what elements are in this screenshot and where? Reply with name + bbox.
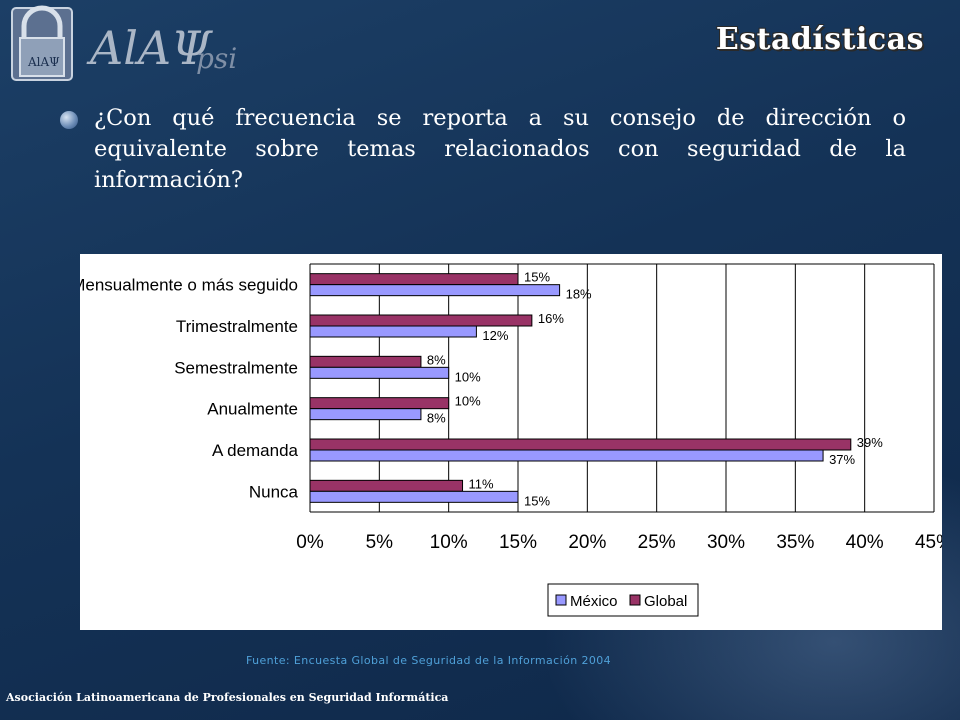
- data-label: 8%: [427, 411, 446, 426]
- bar-mexico: [309, 408, 422, 421]
- bar-mexico: [309, 366, 450, 379]
- legend-box: [547, 583, 699, 617]
- bar-mexico: [309, 284, 561, 297]
- data-label: 15%: [524, 270, 550, 285]
- x-tick-label: 0%: [296, 532, 324, 553]
- bar-mexico: [309, 490, 519, 503]
- category-label: Trimestralmente: [176, 317, 298, 336]
- legend-swatch: [629, 594, 641, 606]
- x-tick-label: 10%: [430, 532, 468, 553]
- bar-global: [309, 438, 852, 451]
- bar-global: [309, 355, 422, 368]
- bar-global: [309, 273, 519, 286]
- x-tick-label: 40%: [846, 532, 884, 553]
- data-label: 10%: [455, 394, 481, 409]
- data-label: 12%: [482, 328, 508, 343]
- bar-chart-svg: 0% 5% 10% 15% 20% 25% 30% 35% 40% 45% Mensualmente…: [71, 263, 953, 617]
- alapsi-logo: AlAΨ AlAΨ psi: [11, 5, 237, 81]
- bar-mexico: [309, 449, 824, 462]
- x-tick-label: 20%: [568, 532, 606, 553]
- x-tick-label: 45%: [915, 532, 942, 553]
- logo-text: AlAΨ: [86, 21, 213, 75]
- data-label: 39%: [857, 435, 883, 450]
- logo-small-text: AlAΨ: [27, 55, 60, 69]
- data-label: 10%: [455, 369, 481, 384]
- question-text: ¿Con qué frecuencia se reporta a su cons…: [94, 105, 906, 193]
- data-label: 11%: [469, 476, 494, 491]
- category-label: Nunca: [249, 482, 299, 501]
- logo-suffix: psi: [196, 42, 237, 75]
- footer-text: Asociación Latinoamericana de Profesiona…: [6, 691, 449, 704]
- bar-global: [309, 479, 464, 492]
- bar-chart: 0% 5% 10% 15% 20% 25% 30% 35% 40% 45% Mensualmente…: [71, 254, 953, 630]
- category-label: Anualmente: [207, 400, 298, 419]
- data-label: 16%: [538, 311, 564, 326]
- category-label: Mensualmente o más seguido: [80, 276, 298, 295]
- x-tick-label: 5%: [366, 532, 394, 553]
- page-title: Estadísticas: [715, 22, 924, 57]
- legend-swatch: [555, 594, 567, 606]
- bar-global: [309, 397, 450, 410]
- data-label: 8%: [427, 352, 446, 367]
- category-label: A demanda: [212, 441, 299, 460]
- bar-global: [309, 314, 533, 327]
- x-tick-label: 30%: [707, 532, 745, 553]
- data-label: 37%: [829, 452, 855, 467]
- legend-label: Global: [644, 593, 687, 610]
- legend-label: México: [570, 593, 618, 610]
- source-note: Fuente: Encuesta Global de Seguridad de …: [246, 654, 612, 667]
- x-tick-label: 35%: [776, 532, 814, 553]
- question-bullet: ¿Con qué frecuencia se reporta a su cons…: [60, 103, 906, 196]
- x-tick-label: 25%: [638, 532, 676, 553]
- globe-bullet-icon: [60, 111, 78, 129]
- bar-mexico: [309, 325, 477, 338]
- data-label: 18%: [566, 287, 592, 302]
- x-tick-label: 15%: [499, 532, 537, 553]
- category-label: Semestralmente: [174, 358, 298, 377]
- data-label: 15%: [524, 493, 550, 508]
